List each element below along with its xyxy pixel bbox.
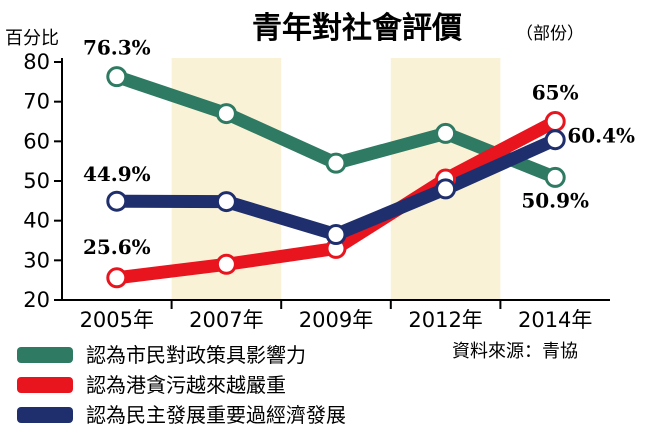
y-tick-label: 30 <box>23 248 50 272</box>
data-point <box>544 129 566 151</box>
legend-item: 認為民主發展重要過經濟發展 <box>17 403 346 427</box>
y-axis-unit-label: 百分比 <box>5 28 59 49</box>
y-tick-label: 40 <box>23 209 50 233</box>
data-point <box>544 166 566 188</box>
x-tick-label: 2014年 <box>518 308 592 332</box>
data-label: 50.9% <box>521 188 589 212</box>
x-tick-label: 2007年 <box>189 308 263 332</box>
chart-title: 青年對社會評價 <box>252 11 462 46</box>
data-label: 76.3% <box>83 36 151 60</box>
source-note: 資料來源：青協 <box>452 341 578 362</box>
data-labels: 76.3% 50.9% 25.6% 65% 44.9% 60.4% <box>83 36 635 259</box>
legend-label: 認為市民對政策具影響力 <box>86 343 306 367</box>
data-point <box>544 111 566 132</box>
x-tick-label: 2009年 <box>299 308 373 332</box>
data-label: 60.4% <box>567 124 635 148</box>
data-point <box>215 191 237 213</box>
y-tick-label: 20 <box>23 288 50 312</box>
axes: 20 30 40 50 60 70 80 2005年 2007年 2009年 2012年 2014年 <box>23 50 610 332</box>
data-point <box>215 253 237 275</box>
legend-swatch <box>17 377 73 393</box>
data-point <box>325 224 347 246</box>
data-label: 25.6% <box>83 235 151 259</box>
legend-item: 認為港貪污越來越嚴重 <box>17 373 286 397</box>
legend-label: 認為港貪污越來越嚴重 <box>86 373 286 397</box>
x-tick-label: 2012年 <box>408 308 482 332</box>
data-label: 44.9% <box>83 162 151 186</box>
legend-item: 認為市民對政策具影響力 <box>17 343 306 367</box>
data-point <box>435 178 457 200</box>
data-point <box>106 190 128 212</box>
y-tick-label: 70 <box>23 90 50 114</box>
data-point <box>435 122 457 144</box>
series-points <box>106 66 566 289</box>
y-tick-label: 80 <box>23 50 50 74</box>
y-tick-label: 50 <box>23 169 50 193</box>
data-label: 65% <box>532 81 579 105</box>
legend-label: 認為民主發展重要過經濟發展 <box>86 403 346 427</box>
y-tick-label: 60 <box>23 129 50 153</box>
x-tick-label: 2005年 <box>80 308 154 332</box>
data-point <box>106 66 128 88</box>
data-point <box>106 267 128 289</box>
legend-swatch <box>17 347 73 363</box>
legend-swatch <box>17 407 73 423</box>
chart-subtitle: （部份） <box>516 24 584 44</box>
data-point <box>215 103 237 125</box>
data-point <box>325 152 347 174</box>
